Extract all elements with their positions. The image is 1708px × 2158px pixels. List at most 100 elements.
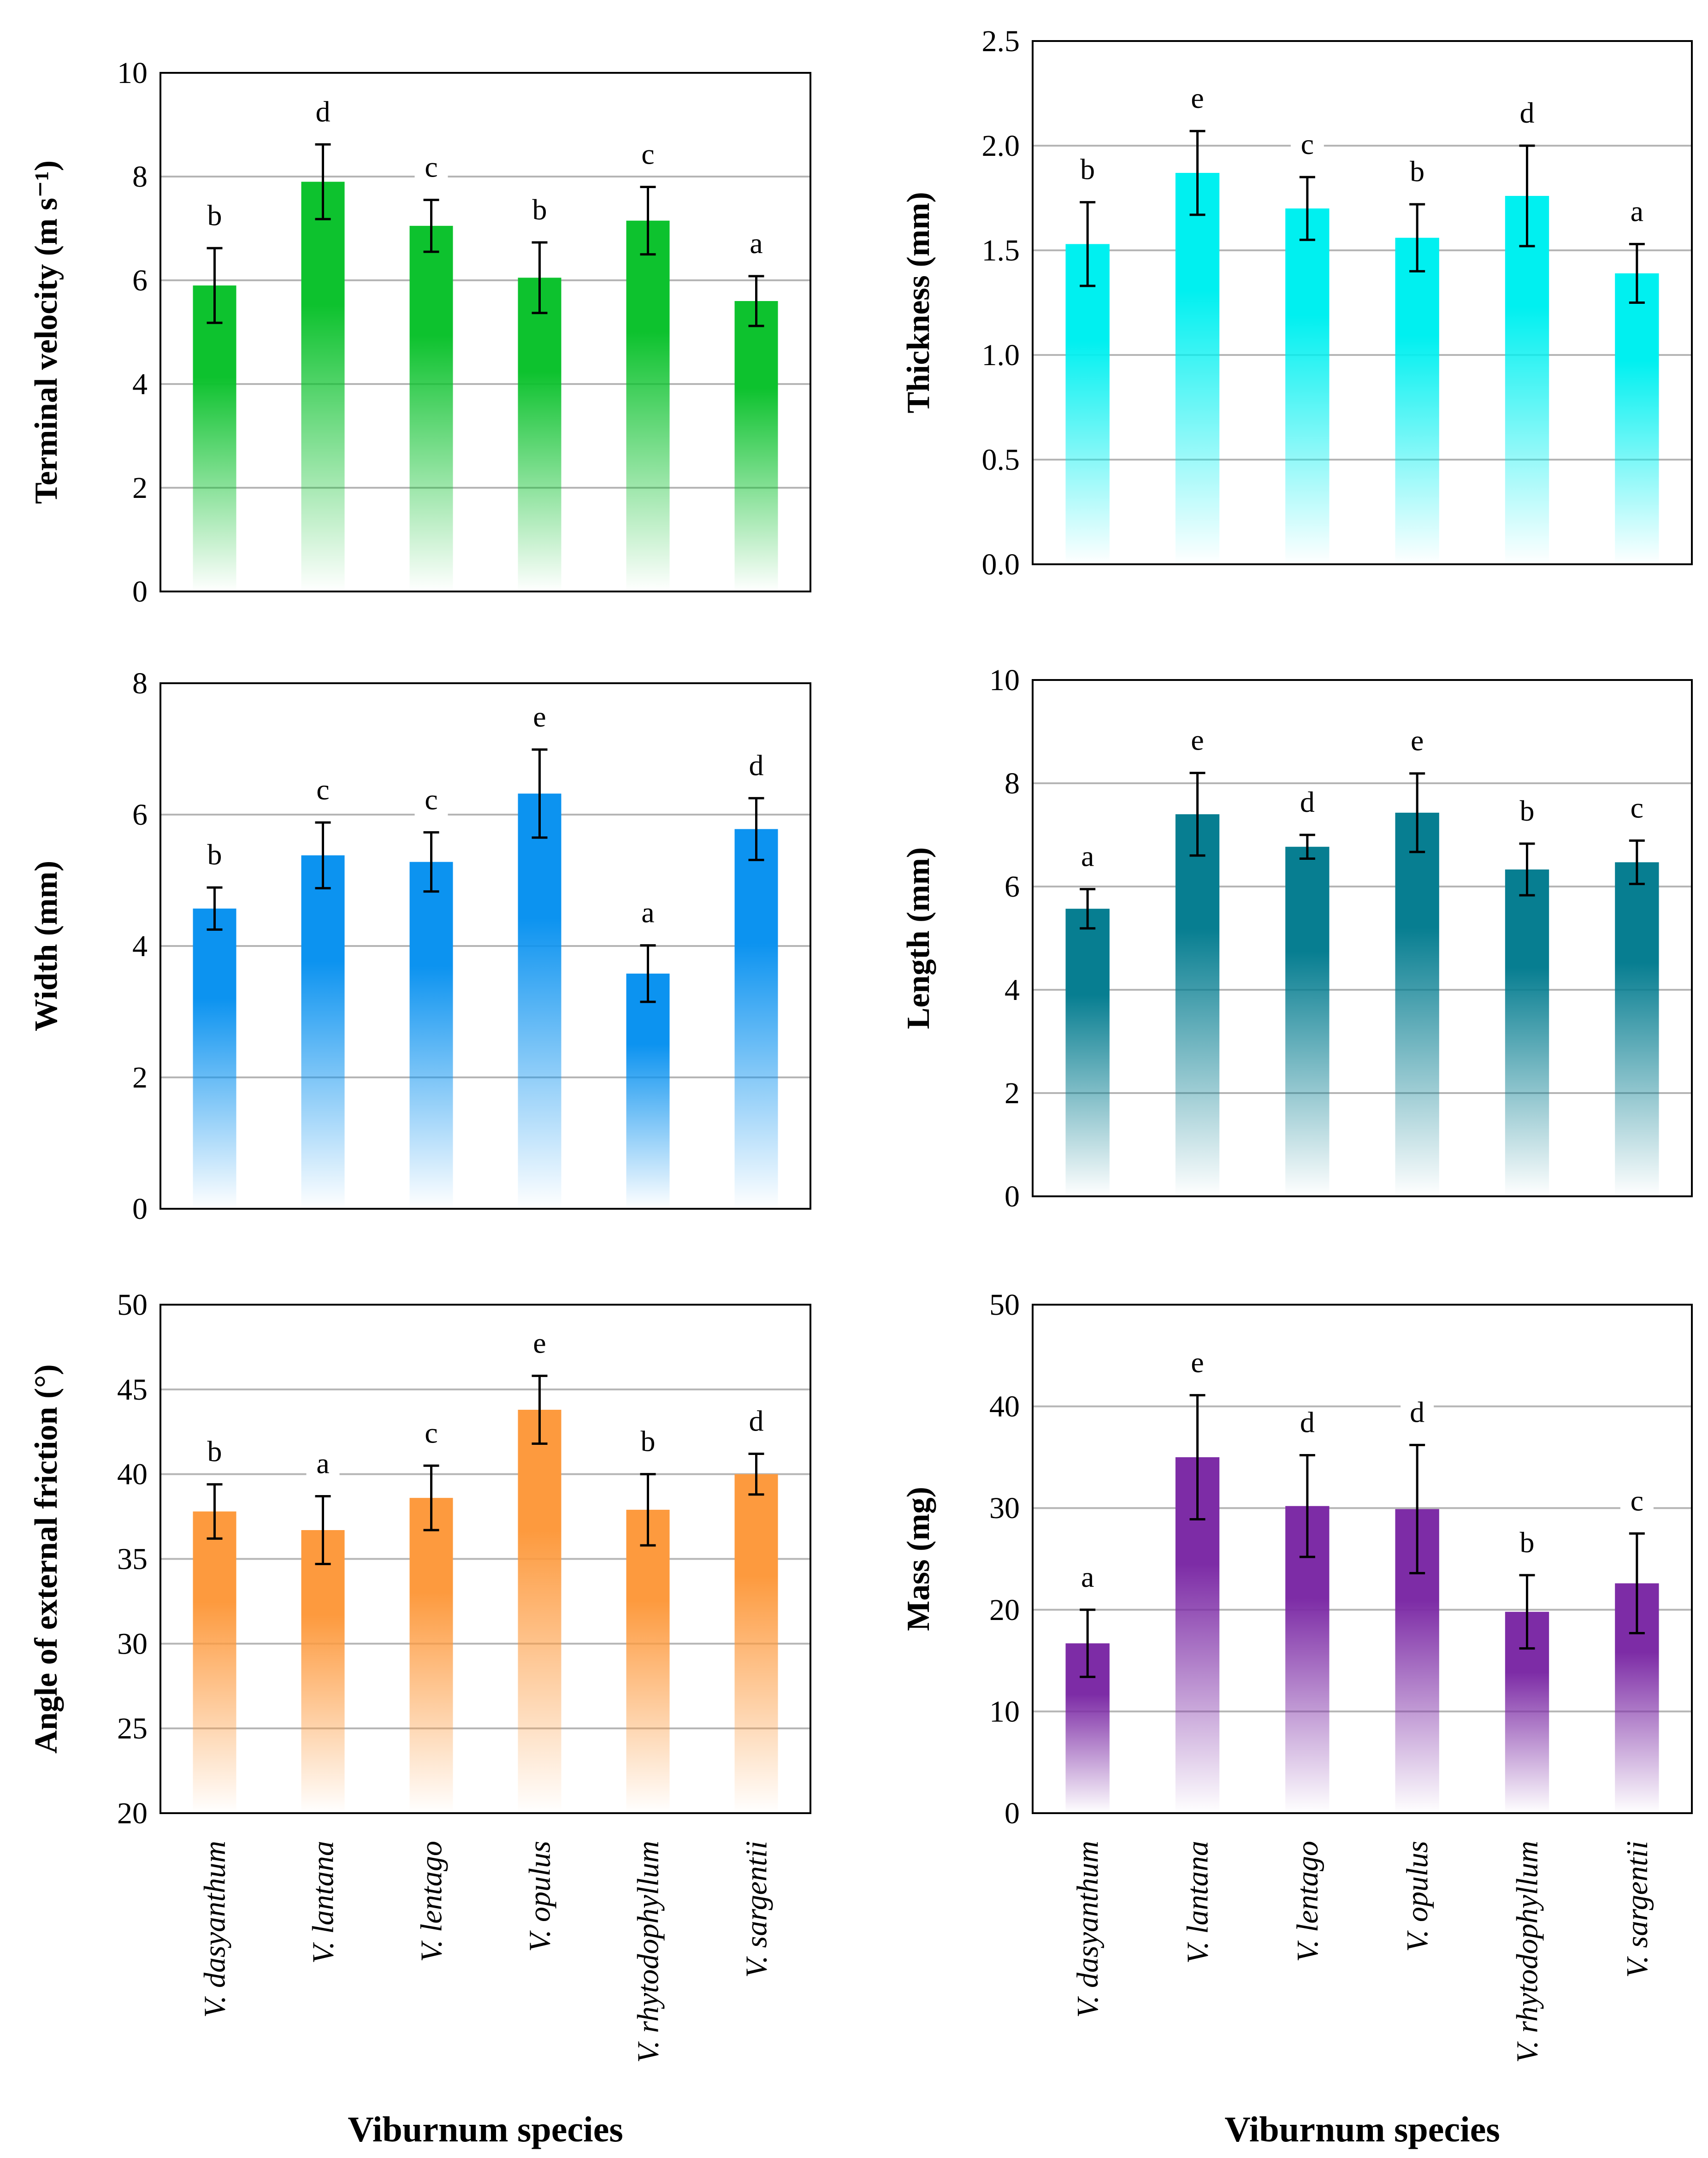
y-axis-label: Mass (mg) (901, 1487, 936, 1631)
category-label: V. dasyanthum (1071, 1841, 1105, 2018)
bar (1615, 273, 1659, 564)
significance-letter: d (749, 749, 764, 781)
category-label: V. opulus (523, 1841, 557, 1952)
category-label: V. lentago (1291, 1841, 1324, 1962)
bar (734, 301, 778, 591)
letter-background (1181, 1349, 1214, 1381)
y-tick-label: 2 (132, 471, 148, 505)
letter-background (1071, 1563, 1105, 1595)
letter-background (198, 202, 231, 234)
chart-panel-width: 0 2 4 6 8 b c c e a d Width (mm) (29, 667, 811, 1226)
bar (1065, 244, 1110, 564)
y-tick-label: 35 (117, 1543, 148, 1576)
letter-background (1510, 798, 1544, 829)
letter-background (523, 1330, 556, 1361)
bar (1395, 237, 1439, 564)
y-tick-label: 25 (117, 1712, 148, 1745)
bar (518, 1409, 561, 1813)
letter-background (414, 154, 448, 185)
significance-letter: d (316, 95, 331, 128)
y-tick-label: 8 (132, 160, 148, 194)
bar (518, 793, 561, 1209)
significance-letter: d (1410, 1395, 1424, 1428)
y-axis-label: Angle of external friction (°) (29, 1364, 64, 1753)
y-tick-label: 8 (1005, 767, 1020, 800)
bar (409, 1498, 453, 1813)
significance-letter: e (533, 700, 546, 733)
bar (301, 182, 345, 591)
category-label: V. sargentii (740, 1841, 774, 1978)
category-label: V. dasyanthum (198, 1841, 232, 2018)
plot-area (1033, 41, 1692, 564)
significance-letter: e (1411, 724, 1424, 757)
y-tick-label: 0 (1005, 1797, 1020, 1830)
y-tick-label: 20 (117, 1797, 148, 1830)
y-tick-label: 10 (117, 56, 148, 90)
x-axis-label: Viburnum species (1224, 2109, 1500, 2149)
y-tick-label: 20 (989, 1593, 1020, 1627)
y-tick-label: 2 (1005, 1076, 1020, 1110)
category-label: V. lantana (1181, 1841, 1215, 1963)
chart-panel-length: 0 2 4 6 8 10 a e d e b c Length (mm) (901, 663, 1693, 1213)
bar (193, 1511, 236, 1813)
letter-background (523, 703, 556, 735)
y-tick-label: 30 (117, 1627, 148, 1661)
y-tick-label: 6 (1005, 870, 1020, 904)
significance-letter: c (1631, 1484, 1643, 1517)
plot-frame (1032, 40, 1693, 565)
significance-letter: c (425, 1416, 437, 1449)
letter-background (414, 786, 448, 818)
significance-letter: b (1520, 794, 1535, 827)
letter-background (631, 141, 665, 172)
y-tick-label: 0 (132, 575, 148, 609)
category-label: V. lentago (415, 1841, 449, 1962)
y-tick-label: 10 (989, 663, 1020, 697)
y-tick-label: 1.0 (982, 338, 1020, 372)
significance-letter: a (641, 896, 654, 929)
chart-panel-thickness: 0.0 0.5 1.0 1.5 2.0 2.5 b e c b d a Thickness (mm) (901, 24, 1693, 581)
bar (1505, 869, 1549, 1196)
y-axis-label: Terminal velocity (m s⁻¹) (29, 160, 64, 504)
letter-background (1401, 727, 1434, 759)
bar (1615, 862, 1659, 1196)
letter-background (1401, 158, 1434, 190)
plot-frame (160, 1304, 811, 1814)
letter-background (1290, 1409, 1324, 1441)
y-tick-label: 30 (989, 1491, 1020, 1525)
letter-background (631, 899, 665, 931)
y-tick-label: 6 (132, 798, 148, 832)
significance-letter: c (641, 138, 654, 171)
y-axis-label: Thickness (mm) (901, 192, 936, 413)
category-label: V. opulus (1401, 1841, 1434, 1952)
y-axis-label: Length (mm) (901, 847, 936, 1029)
significance-letter: a (316, 1447, 329, 1479)
letter-background (739, 230, 773, 261)
y-tick-label: 8 (132, 667, 148, 700)
significance-letter: d (1300, 786, 1315, 818)
y-tick-label: 4 (1005, 973, 1020, 1007)
letter-background (198, 841, 231, 873)
letter-background (1510, 100, 1544, 131)
letter-background (198, 1438, 231, 1470)
bar (409, 862, 453, 1209)
significance-letter: c (1301, 128, 1314, 160)
bar (626, 1509, 670, 1813)
y-tick-label: 50 (989, 1288, 1020, 1322)
letter-background (1510, 1529, 1544, 1561)
significance-letter: b (532, 193, 547, 226)
chart-panel-terminal-velocity: 0 2 4 6 8 10 b d c b c a Terminal velocity (m s⁻¹) (29, 56, 811, 609)
y-tick-label: 45 (117, 1373, 148, 1407)
plot-frame (1032, 1304, 1693, 1814)
y-axis-label: Width (mm) (29, 861, 64, 1031)
letter-background (523, 196, 556, 228)
letter-background (1181, 85, 1214, 117)
significance-letter: c (316, 773, 329, 806)
category-label: V. rhytodophyllum (632, 1841, 665, 2063)
chart-panel-mass: 0 10 20 30 40 50 a V. dasyanthum e V. lantana d V. … (901, 1288, 1693, 2149)
significance-letter: e (533, 1326, 546, 1359)
significance-letter: a (1631, 195, 1643, 227)
category-label: V. rhytodophyllum (1511, 1841, 1544, 2063)
y-tick-label: 0.5 (982, 443, 1020, 477)
significance-letter: a (1081, 840, 1094, 873)
